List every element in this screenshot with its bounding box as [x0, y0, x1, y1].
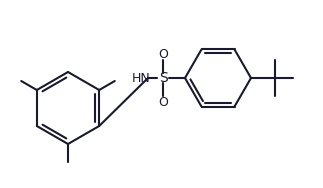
- Text: HN: HN: [132, 71, 151, 84]
- Text: O: O: [158, 96, 168, 108]
- Text: S: S: [159, 71, 167, 85]
- Text: O: O: [158, 48, 168, 61]
